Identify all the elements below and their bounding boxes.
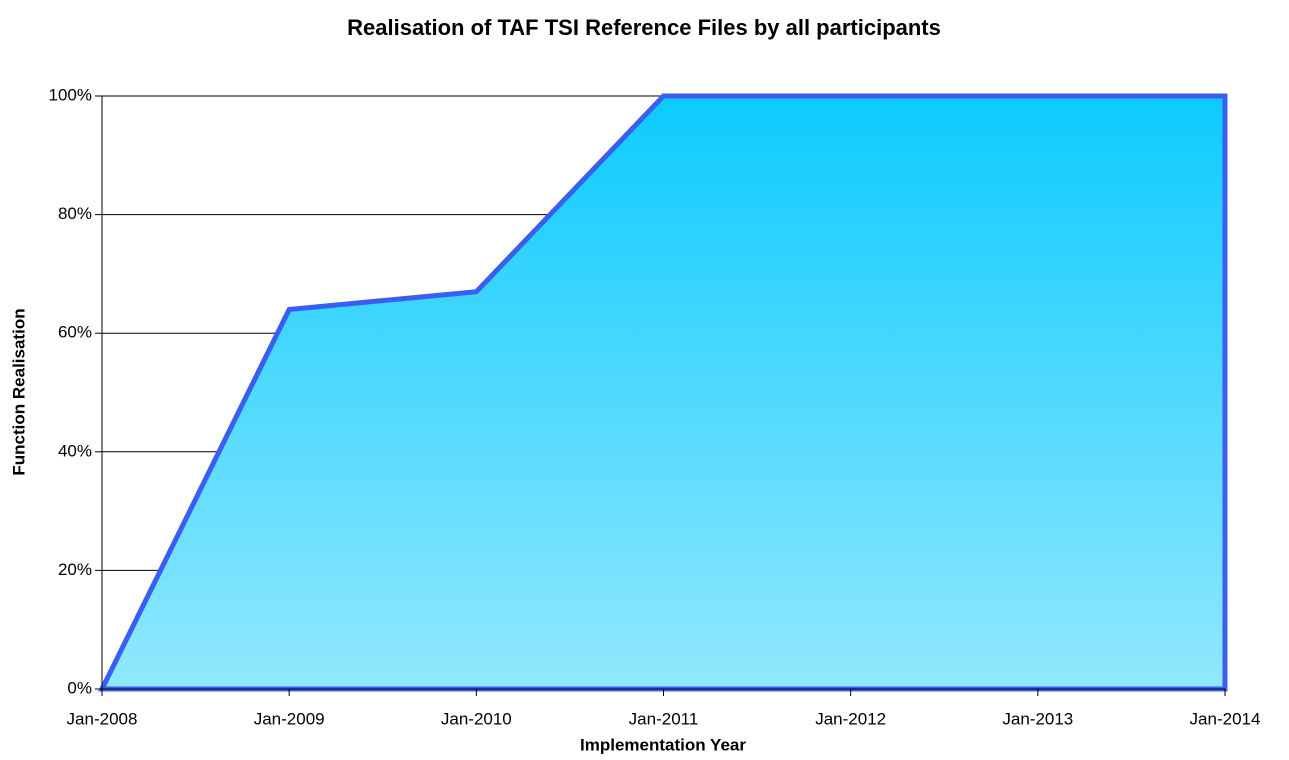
x-tick-label: Jan-2013 [1002,709,1073,728]
x-tick-label: Jan-2008 [67,709,138,728]
y-tick-label: 60% [58,323,92,342]
y-tick-label: 20% [58,560,92,579]
x-tick-label: Jan-2009 [254,709,325,728]
x-tick-label: Jan-2010 [441,709,512,728]
x-tick-label: Jan-2011 [629,709,699,728]
area [97,93,1228,692]
x-axis-label: Implementation Year [580,735,746,754]
y-tick-label: 40% [58,441,92,460]
chart-title: Realisation of TAF TSI Reference Files b… [347,15,941,40]
y-tick-label: 100% [49,85,92,104]
x-tick-label: Jan-2012 [815,709,886,728]
x-tick-label: Jan-2014 [1190,709,1261,728]
plot [97,93,1228,692]
y-axis-label: Function Realisation [9,308,28,475]
axes: 0% 20% 40% 60% 80% 100% Jan-2008 Jan-2009 Jan-20… [49,85,1261,728]
y-tick-label: 80% [58,204,92,223]
y-tick-label: 0% [67,678,92,697]
